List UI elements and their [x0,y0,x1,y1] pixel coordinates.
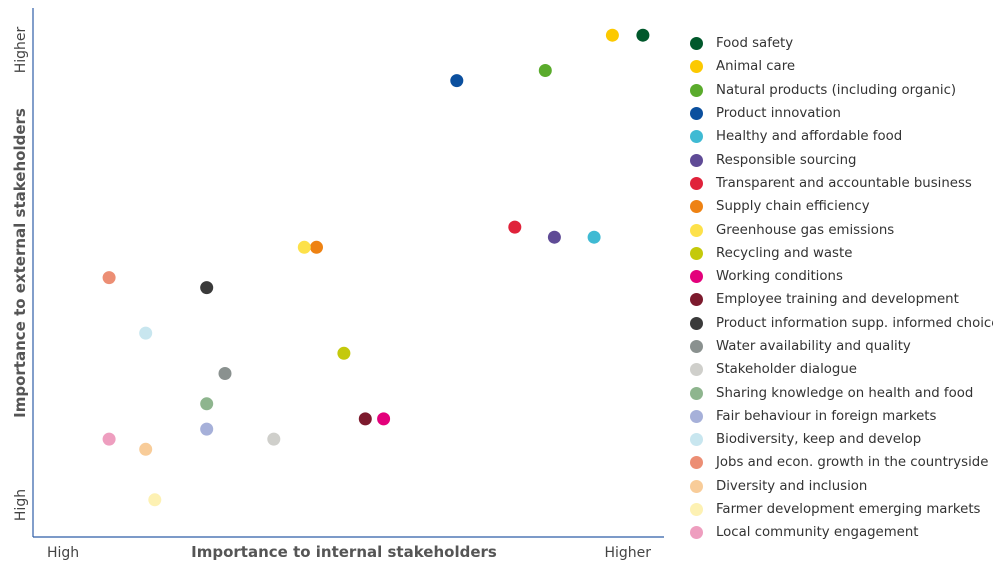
legend-item: Supply chain efficiency [690,195,993,218]
legend-item: Transparent and accountable business [690,172,993,195]
legend-label: Food safety [716,36,794,52]
legend-item: Sharing knowledge on health and food [690,381,993,404]
y-tick-high: Higher [13,26,29,73]
legend-label: Employee training and development [716,292,959,308]
legend-label: Natural products (including organic) [716,82,957,98]
data-point: Farmer development emerging markets [148,493,162,507]
data-point: Employee training and development [358,412,372,426]
legend-item: Farmer development emerging markets [690,498,993,521]
legend-item: Employee training and development [690,288,993,311]
legend-label: Animal care [716,59,796,75]
legend-item: Animal care [690,55,993,78]
legend-marker [690,526,703,540]
legend-label: Product information supp. informed choic… [716,315,993,331]
legend-label: Supply chain efficiency [716,199,870,215]
legend-label: Fair behaviour in foreign markets [716,408,937,424]
data-point: Food safety [636,28,650,42]
y-axis-label: Importance to external stakeholders [11,108,29,418]
legend-marker [690,83,703,97]
legend-marker [690,200,703,214]
legend-marker [690,409,703,423]
legend-item: Greenhouse gas emissions [690,218,993,241]
legend-item: Diversity and inclusion [690,475,993,498]
legend-item: Natural products (including organic) [690,79,993,102]
data-point: Transparent and accountable business [508,220,522,234]
legend-marker [690,60,703,74]
data-point: Natural products (including organic) [538,64,552,77]
x-tick-low: High [47,545,79,561]
legend-label: Jobs and econ. growth in the countryside [716,455,989,471]
legend-marker [690,363,703,377]
data-point: Product information supp. informed choic… [200,281,214,295]
legend-item: Product information supp. informed choic… [690,312,993,335]
legend-item: Healthy and affordable food [690,125,993,148]
legend-marker [690,176,703,190]
y-tick-low: High [13,489,29,521]
legend-label: Healthy and affordable food [716,129,903,145]
data-point: Healthy and affordable food [587,230,601,244]
data-point: Responsible sourcing [547,230,561,244]
legend-item: Working conditions [690,265,993,288]
legend-label: Stakeholder dialogue [716,362,857,378]
data-point: Animal care [605,28,619,42]
legend-label: Product innovation [716,106,841,122]
data-point: Stakeholder dialogue [267,432,281,446]
data-point: Water availability and quality [218,367,232,380]
legend-item: Water availability and quality [690,335,993,358]
data-point: Supply chain efficiency [310,240,323,254]
legend-label: Biodiversity, keep and develop [716,432,922,448]
legend-marker [690,37,703,51]
axes [32,8,664,538]
x-tick-high: Higher [604,545,651,561]
legend-marker [690,153,703,167]
legend-item: Recycling and waste [690,242,993,265]
legend-marker [690,293,703,307]
legend-item: Stakeholder dialogue [690,358,993,381]
legend-label: Recycling and waste [716,245,853,261]
legend-item: Product innovation [690,102,993,125]
legend-marker [690,246,703,260]
legend-item: Jobs and econ. growth in the countryside [690,451,993,474]
legend-marker [690,456,703,470]
data-point: Biodiversity, keep and develop [139,326,153,340]
legend-label: Farmer development emerging markets [716,502,981,518]
legend-label: Sharing knowledge on health and food [716,385,974,401]
legend-label: Working conditions [716,269,843,285]
legend-marker [690,270,703,284]
legend-item: Fair behaviour in foreign markets [690,405,993,428]
legend-marker [690,503,703,517]
legend-marker [690,386,703,400]
legend-marker [690,223,703,237]
data-point: Sharing knowledge on health and food [200,397,214,411]
data-point: Diversity and inclusion [139,442,153,456]
legend-item: Responsible sourcing [690,148,993,171]
legend-item: Local community engagement [690,521,993,544]
legend-marker [690,340,703,353]
legend-marker [690,479,703,493]
data-point: Fair behaviour in foreign markets [200,422,214,436]
legend-label: Greenhouse gas emissions [716,222,895,238]
legend-marker [690,107,703,121]
data-points: Food safety Animal care Natural products (… [102,28,650,507]
legend-item: Biodiversity, keep and develop [690,428,993,451]
legend: Food safety Animal care Natural products (… [690,32,993,545]
legend-label: Diversity and inclusion [716,478,868,494]
legend-label: Responsible sourcing [716,152,857,168]
data-point: Local community engagement [102,432,116,446]
legend-marker [690,316,703,330]
data-point: Product innovation [450,74,464,88]
legend-marker [690,433,703,447]
legend-marker [690,130,703,144]
legend-item: Food safety [690,32,993,55]
data-point: Recycling and waste [337,346,351,360]
legend-label: Local community engagement [716,525,919,541]
data-point: Greenhouse gas emissions [297,240,311,254]
legend-label: Transparent and accountable business [716,175,972,191]
data-point: Jobs and econ. growth in the countryside [102,271,116,285]
data-point: Working conditions [377,412,391,426]
legend-label: Water availability and quality [716,339,911,354]
x-axis-label: Importance to internal stakeholders [191,543,497,561]
